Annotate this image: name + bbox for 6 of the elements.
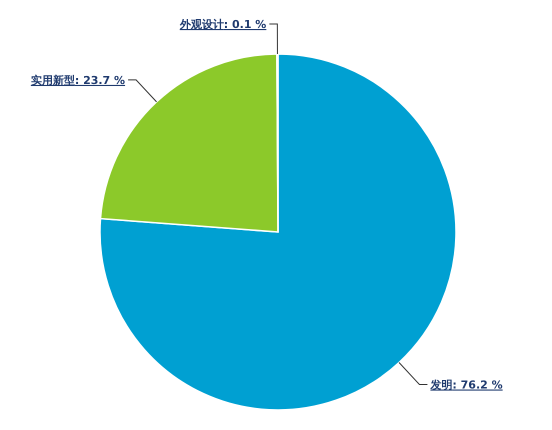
data-label: : 76.2 % [452,378,503,392]
slice-label: 外观设计 [178,18,224,31]
slice-label: 发明 [429,378,452,392]
data-label: : 23.7 % [74,74,126,87]
slice-label: 实用新型 [30,74,75,87]
data-label: : 0.1 % [224,18,266,31]
